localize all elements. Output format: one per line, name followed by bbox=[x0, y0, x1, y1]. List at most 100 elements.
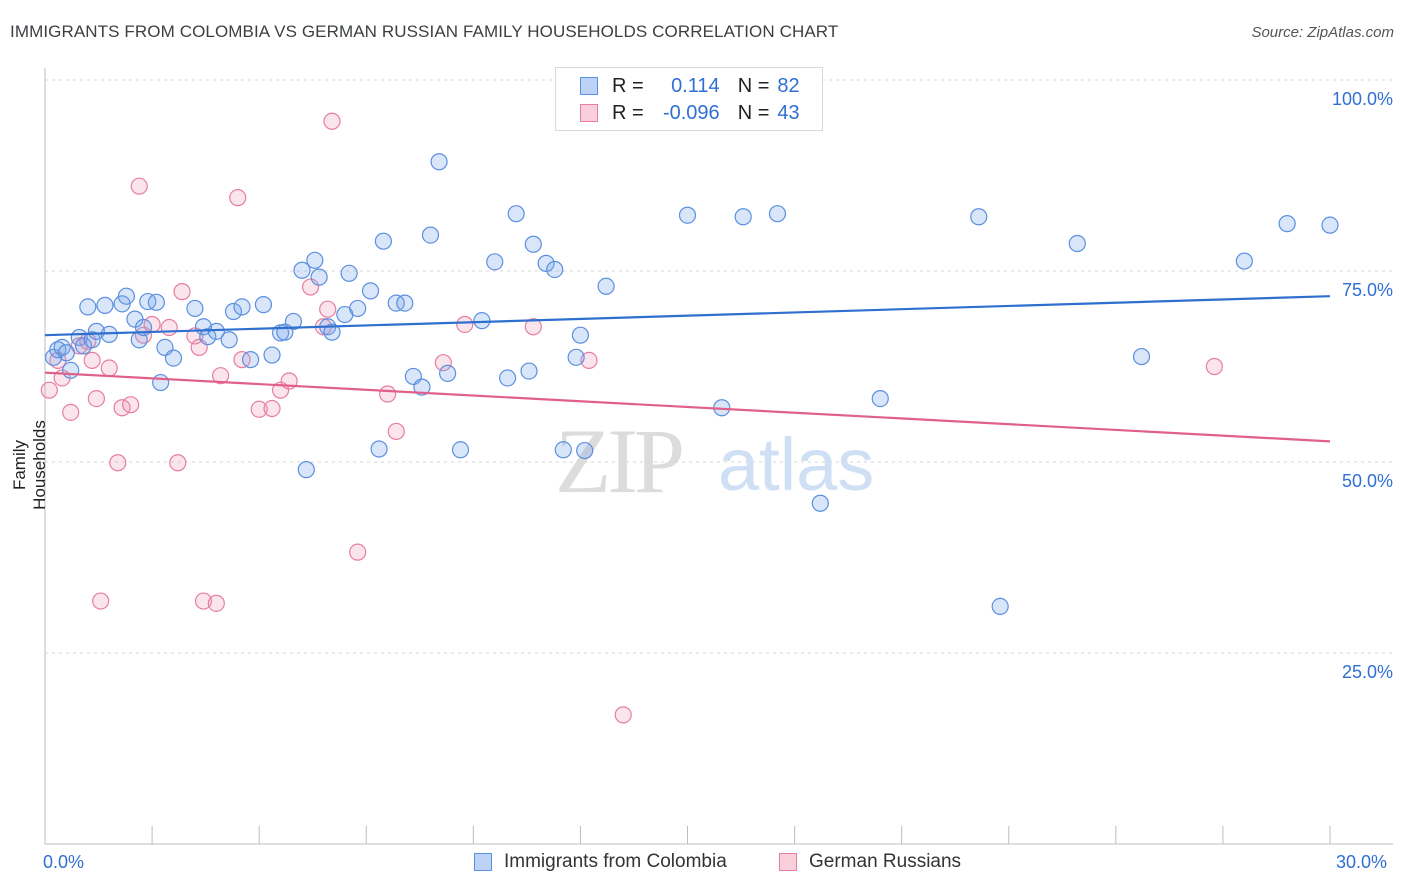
data-point-colombia bbox=[396, 294, 414, 312]
data-point-colombia bbox=[57, 344, 76, 362]
bottom-legend-label: Immigrants from Colombia bbox=[504, 851, 727, 872]
data-point-colombia bbox=[537, 254, 555, 272]
data-point-german-russians bbox=[614, 706, 632, 724]
data-point-colombia bbox=[254, 296, 273, 314]
data-point-colombia bbox=[370, 440, 388, 458]
data-point-colombia bbox=[310, 268, 328, 286]
watermark: ZIP atlas bbox=[555, 410, 874, 512]
trend-lines bbox=[44, 295, 1331, 443]
data-point-german-russians bbox=[524, 318, 542, 336]
data-point-german-russians bbox=[40, 381, 58, 399]
data-point-german-russians bbox=[173, 283, 191, 301]
data-point-german-russians bbox=[122, 396, 140, 414]
data-point-colombia bbox=[117, 287, 135, 305]
data-point-colombia bbox=[576, 441, 594, 460]
data-point-colombia bbox=[571, 326, 590, 344]
legend-r-label: R = bbox=[612, 74, 644, 97]
data-point-colombia bbox=[147, 293, 165, 311]
data-point-german-russians bbox=[434, 354, 452, 372]
data-point-german-russians bbox=[83, 351, 101, 369]
data-point-colombia bbox=[1321, 216, 1339, 234]
legend-n-label: N = bbox=[737, 74, 770, 97]
data-point-colombia bbox=[62, 361, 80, 379]
data-point-colombia bbox=[74, 337, 93, 355]
data-point-colombia bbox=[439, 364, 457, 382]
data-point-german-russians bbox=[130, 177, 148, 195]
legend-swatch-blue bbox=[580, 77, 598, 95]
legend-row-german-russians: R = -0.096 N = 43 bbox=[580, 100, 800, 126]
data-point-german-russians bbox=[87, 389, 106, 408]
data-point-colombia bbox=[1278, 215, 1296, 233]
data-point-colombia bbox=[340, 264, 358, 282]
data-point-colombia bbox=[374, 232, 392, 250]
data-point-german-russians bbox=[456, 315, 474, 334]
data-point-colombia bbox=[546, 260, 564, 279]
y-tick-label: 25.0% bbox=[1342, 662, 1393, 682]
data-point-colombia bbox=[323, 323, 341, 341]
legend-n-value: 43 bbox=[777, 101, 800, 124]
data-point-german-russians bbox=[580, 351, 598, 369]
source-label: Source: ZipAtlas.com bbox=[1251, 24, 1394, 41]
data-point-german-russians bbox=[212, 367, 230, 385]
watermark-atlas: atlas bbox=[718, 423, 874, 506]
data-point-colombia bbox=[242, 351, 260, 369]
data-point-colombia bbox=[297, 461, 315, 479]
data-point-colombia bbox=[430, 153, 448, 171]
data-point-german-russians bbox=[250, 400, 268, 418]
data-point-colombia bbox=[199, 328, 217, 346]
correlation-legend: R = 0.114 N = 82 R = -0.096 N = 43 bbox=[555, 67, 823, 131]
data-point-german-russians bbox=[319, 300, 337, 318]
data-point-german-russians bbox=[194, 592, 213, 610]
data-point-german-russians bbox=[1205, 357, 1223, 376]
data-point-colombia bbox=[284, 312, 303, 331]
y-axis-label: Family Households bbox=[10, 420, 49, 510]
data-point-colombia bbox=[349, 299, 367, 318]
bottom-legend-label: German Russians bbox=[809, 851, 962, 872]
legend-n-value: 82 bbox=[777, 74, 800, 97]
data-point-colombia bbox=[499, 369, 517, 387]
data-point-german-russians bbox=[229, 189, 247, 207]
data-point-german-russians bbox=[263, 399, 281, 418]
data-point-colombia bbox=[520, 362, 538, 380]
data-point-colombia bbox=[567, 348, 585, 366]
data-point-colombia bbox=[413, 378, 431, 396]
data-point-colombia bbox=[507, 205, 525, 223]
data-point-colombia bbox=[233, 298, 251, 316]
data-point-german-russians bbox=[323, 112, 341, 130]
bottom-legend-swatch-blue bbox=[474, 853, 492, 871]
data-point-colombia bbox=[678, 206, 697, 224]
bottom-legend-colombia: Immigrants from Colombia bbox=[474, 851, 727, 873]
chart-title: IMMIGRANTS FROM COLOMBIA VS GERMAN RUSSI… bbox=[10, 22, 839, 41]
data-point-colombia bbox=[220, 331, 238, 349]
y-tick-label: 75.0% bbox=[1342, 280, 1393, 300]
x-tick-label-min: 0.0% bbox=[43, 852, 85, 872]
series-german-russians-points bbox=[40, 112, 1223, 724]
y-tick-label: 50.0% bbox=[1342, 471, 1393, 491]
legend-swatch-pink bbox=[580, 104, 598, 122]
data-point-colombia bbox=[79, 298, 97, 316]
data-point-german-russians bbox=[349, 543, 367, 561]
trend-line-colombia bbox=[44, 295, 1331, 337]
data-point-colombia bbox=[524, 235, 542, 253]
data-point-colombia bbox=[293, 261, 311, 279]
data-point-colombia bbox=[83, 331, 101, 349]
data-point-german-russians bbox=[109, 454, 127, 472]
data-point-colombia bbox=[186, 299, 204, 318]
data-point-colombia bbox=[87, 322, 106, 340]
data-point-colombia bbox=[207, 322, 225, 340]
y-tick-label: 100.0% bbox=[1332, 89, 1393, 109]
legend-r-value: 0.114 bbox=[671, 74, 720, 97]
data-point-colombia bbox=[991, 597, 1009, 615]
data-point-german-russians bbox=[169, 454, 187, 472]
legend-n-label: N = bbox=[737, 101, 770, 124]
data-point-german-russians bbox=[160, 318, 178, 337]
data-point-colombia bbox=[224, 302, 243, 321]
trend-line-german-russians bbox=[44, 371, 1331, 443]
data-point-colombia bbox=[811, 494, 829, 512]
data-point-colombia bbox=[1235, 252, 1253, 270]
data-point-colombia bbox=[361, 282, 380, 300]
x-tick-label-max: 30.0% bbox=[1336, 852, 1388, 872]
data-point-colombia bbox=[164, 349, 183, 367]
data-point-colombia bbox=[768, 205, 787, 223]
